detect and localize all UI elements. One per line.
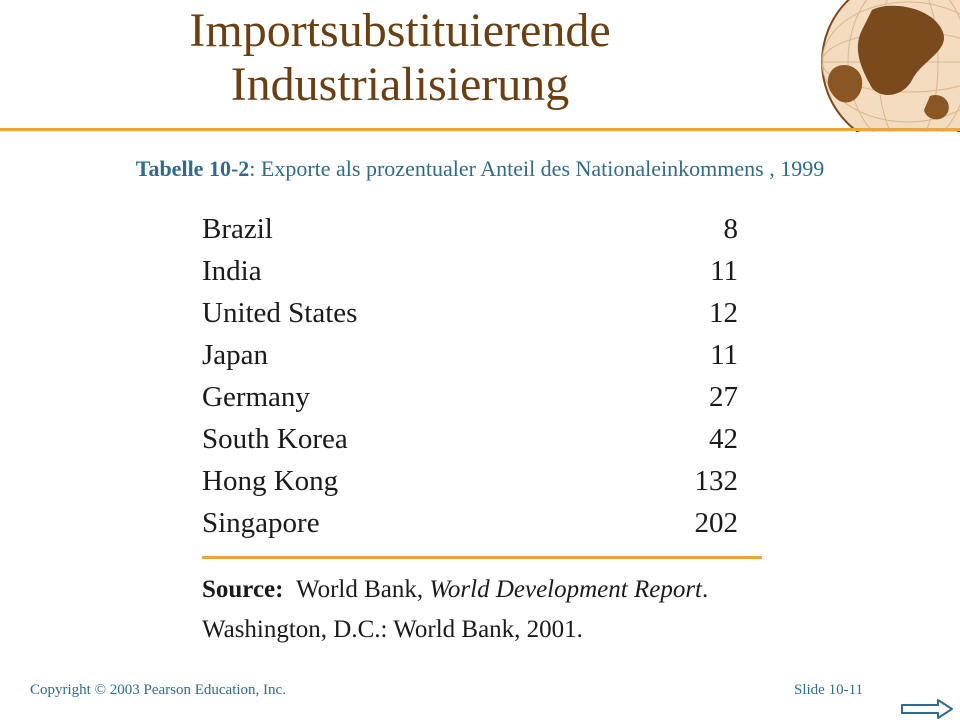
- value-cell: 11: [710, 338, 738, 371]
- country-cell: India: [202, 254, 262, 287]
- table-row: United States 12: [202, 292, 738, 334]
- copyright-footer: Copyright © 2003 Pearson Education, Inc.: [30, 682, 286, 698]
- table-row: Singapore 202: [202, 502, 738, 544]
- table-row: Japan 11: [202, 334, 738, 376]
- caption-text: : Exporte als prozentualer Anteil des Na…: [249, 156, 825, 181]
- title-divider: [0, 128, 960, 131]
- table-divider: [202, 556, 762, 559]
- caption-label: Tabelle 10-2: [135, 156, 250, 181]
- table-caption: Tabelle 10-2: Exporte als prozentualer A…: [0, 156, 960, 182]
- slide-title: Importsubstituierende Industrialisierung: [0, 4, 800, 112]
- value-cell: 132: [694, 464, 739, 497]
- value-cell: 8: [723, 212, 739, 245]
- country-cell: Germany: [202, 380, 310, 413]
- country-cell: Brazil: [202, 212, 273, 245]
- title-line-2: Industrialisierung: [230, 58, 570, 111]
- slide-number: Slide 10-11: [794, 682, 864, 698]
- source-line-2: Washington, D.C.: World Bank, 2001.: [202, 616, 583, 643]
- value-cell: 11: [710, 254, 738, 287]
- table-row: Germany 27: [202, 376, 738, 418]
- value-cell: 12: [709, 296, 738, 329]
- next-arrow-icon[interactable]: [900, 698, 956, 720]
- table-row: Hong Kong 132: [202, 460, 738, 502]
- source-label: Source:: [202, 576, 284, 603]
- country-cell: Hong Kong: [202, 464, 339, 497]
- value-cell: 202: [694, 506, 739, 539]
- country-cell: Japan: [202, 338, 269, 371]
- country-cell: South Korea: [202, 422, 348, 455]
- source-note: Source: World Bank, World Development Re…: [202, 570, 708, 650]
- source-title: World Development Report: [429, 576, 703, 603]
- value-cell: 42: [709, 422, 738, 455]
- source-pre: World Bank,: [295, 576, 430, 603]
- globe-icon: [812, 0, 960, 132]
- table-row: South Korea 42: [202, 418, 738, 460]
- title-line-1: Importsubstituierende: [189, 4, 611, 57]
- value-cell: 27: [709, 380, 738, 413]
- source-line-1: Source: World Bank, World Development Re…: [202, 570, 708, 610]
- country-cell: United States: [202, 296, 358, 329]
- source-post: .: [702, 576, 709, 603]
- country-cell: Singapore: [202, 506, 320, 539]
- table-row: Brazil 8: [202, 208, 738, 250]
- table-row: India 11: [202, 250, 738, 292]
- exports-table: Brazil 8 India 11 United States 12 Japan 11 …: [202, 208, 738, 544]
